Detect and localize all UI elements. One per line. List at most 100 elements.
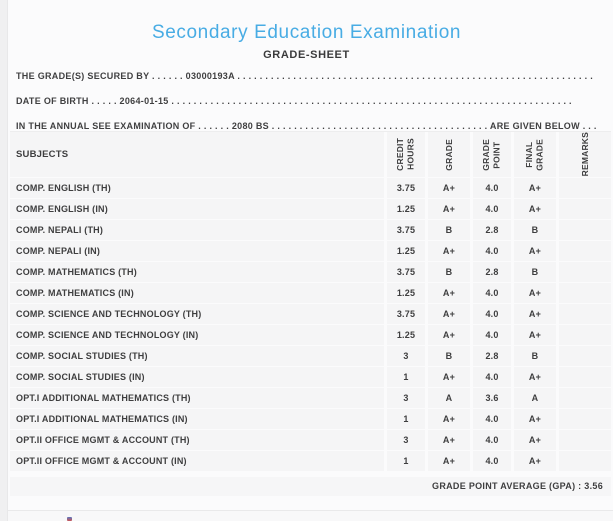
credit-hours-cell: 1.25	[387, 283, 425, 303]
info-label: THE GRADE(S) SECURED BY	[16, 71, 150, 81]
final-grade-cell: A+	[514, 199, 556, 219]
grade-cell: A+	[428, 430, 470, 450]
credit-hours-cell: 1	[387, 367, 425, 387]
info-line: DATE OF BIRTH . . . . . 2064-01-15 . . .…	[16, 89, 602, 114]
emblem-logo-partial	[67, 517, 72, 521]
grade-point-cell: 2.8	[473, 262, 511, 282]
grade-cell: A	[428, 388, 470, 408]
final-grade-cell: A+	[514, 241, 556, 261]
grade-table: SUBJECTS CREDIT HOURS GRADE GRADE POINT …	[10, 131, 611, 471]
grade-cell: A+	[428, 283, 470, 303]
final-grade-cell: A+	[514, 178, 556, 198]
final-grade-cell: A+	[514, 283, 556, 303]
grade-cell: A+	[428, 241, 470, 261]
final-grade-cell: A+	[514, 430, 556, 450]
credit-hours-cell: 1	[387, 409, 425, 429]
credit-hours-cell: 3.75	[387, 262, 425, 282]
grade-point-cell: 4.0	[473, 199, 511, 219]
remarks-cell	[559, 388, 611, 408]
final-grade-cell: A	[514, 388, 556, 408]
remarks-cell	[559, 199, 611, 219]
grade-point-cell: 4.0	[473, 325, 511, 345]
info-label: IN THE ANNUAL SEE EXAMINATION OF	[16, 121, 196, 131]
column-header-grade: GRADE	[428, 132, 470, 177]
remarks-cell	[559, 283, 611, 303]
remarks-cell	[559, 346, 611, 366]
info-dots: . . . . . . . . . . . . . . . . . . . . …	[168, 96, 572, 106]
remarks-cell	[559, 220, 611, 240]
final-grade-cell: A+	[514, 367, 556, 387]
grade-point-cell: 4.0	[473, 178, 511, 198]
info-suffix: ARE GIVEN BELOW . . .	[489, 121, 597, 131]
info-dots: . . . . . . . . . . . . . . . . . . . . …	[234, 71, 594, 81]
column-header-grade-point: GRADE POINT	[473, 132, 511, 177]
subject-cell: OPT.II OFFICE MGMT & ACCOUNT (TH)	[10, 430, 384, 450]
grade-cell: A+	[428, 367, 470, 387]
credit-hours-cell: 1	[387, 451, 425, 471]
column-header-remarks: REMARKS	[559, 132, 611, 177]
subject-cell: OPT.I ADDITIONAL MATHEMATICS (IN)	[10, 409, 384, 429]
subject-cell: COMP. ENGLISH (IN)	[10, 199, 384, 219]
grade-vertical-label: GRADE	[443, 138, 454, 171]
column-header-credit-hours: CREDIT HOURS	[387, 132, 425, 177]
grade-cell: A+	[428, 451, 470, 471]
gpa-value: 3.56	[584, 481, 603, 491]
info-dots: . . . . .	[88, 96, 120, 106]
final-grade-cell: A+	[514, 304, 556, 324]
credit-hours-cell: 3	[387, 430, 425, 450]
final-grade-cell: B	[514, 220, 556, 240]
remarks-cell	[559, 409, 611, 429]
grade-point-cell: 4.0	[473, 283, 511, 303]
subject-cell: COMP. NEPALI (TH)	[10, 220, 384, 240]
info-line: THE GRADE(S) SECURED BY . . . . . . 0300…	[16, 64, 602, 89]
left-edge-strip	[0, 0, 8, 521]
credit-hours-vertical-label: CREDIT HOURS	[395, 138, 416, 171]
grade-point-cell: 4.0	[473, 304, 511, 324]
column-header-final-grade: FINAL GRADE	[514, 132, 556, 177]
subject-cell: COMP. SOCIAL STUDIES (TH)	[10, 346, 384, 366]
info-dots: . . . . . .	[149, 71, 186, 81]
credit-hours-cell: 1.25	[387, 199, 425, 219]
credit-hours-cell: 1.25	[387, 325, 425, 345]
grade-cell: B	[428, 220, 470, 240]
final-grade-vertical-label: FINAL GRADE	[524, 138, 545, 171]
info-value: 03000193A	[185, 71, 235, 81]
credit-hours-cell: 3.75	[387, 220, 425, 240]
credit-hours-cell: 3.75	[387, 304, 425, 324]
grade-point-vertical-label: GRADE POINT	[481, 138, 502, 171]
final-grade-cell: A+	[514, 409, 556, 429]
info-dots: . . . . . .	[195, 121, 232, 131]
exam-title: Secondary Education Examination	[151, 22, 462, 43]
grade-point-cell: 4.0	[473, 451, 511, 471]
grade-point-cell: 3.6	[473, 388, 511, 408]
remarks-cell	[559, 304, 611, 324]
remarks-cell	[559, 325, 611, 345]
gpa-label: GRADE POINT AVERAGE (GPA) :	[432, 481, 585, 491]
grade-cell: A+	[428, 178, 470, 198]
grade-cell: A+	[428, 325, 470, 345]
subject-cell: OPT.I ADDITIONAL MATHEMATICS (TH)	[10, 388, 384, 408]
grade-point-cell: 4.0	[473, 367, 511, 387]
grade-cell: A+	[428, 409, 470, 429]
remarks-vertical-label: REMARKS	[579, 132, 590, 177]
bottom-area	[8, 511, 613, 521]
info-value: 2064-01-15	[119, 96, 169, 106]
column-header-subjects: SUBJECTS	[10, 132, 384, 177]
subject-cell: COMP. NEPALI (IN)	[10, 241, 384, 261]
final-grade-cell: B	[514, 262, 556, 282]
credit-hours-cell: 3	[387, 346, 425, 366]
gpa-summary: GRADE POINT AVERAGE (GPA) : 3.56	[10, 477, 611, 496]
subject-cell: COMP. MATHEMATICS (TH)	[10, 262, 384, 282]
grade-point-cell: 4.0	[473, 241, 511, 261]
remarks-cell	[559, 178, 611, 198]
remarks-cell	[559, 367, 611, 387]
remarks-cell	[559, 262, 611, 282]
remarks-cell	[559, 451, 611, 471]
info-line: IN THE ANNUAL SEE EXAMINATION OF . . . .…	[16, 114, 602, 139]
subject-cell: COMP. SCIENCE AND TECHNOLOGY (IN)	[10, 325, 384, 345]
final-grade-cell: A+	[514, 325, 556, 345]
subject-cell: COMP. ENGLISH (TH)	[10, 178, 384, 198]
remarks-cell	[559, 430, 611, 450]
credit-hours-cell: 1.25	[387, 241, 425, 261]
grade-point-cell: 2.8	[473, 346, 511, 366]
